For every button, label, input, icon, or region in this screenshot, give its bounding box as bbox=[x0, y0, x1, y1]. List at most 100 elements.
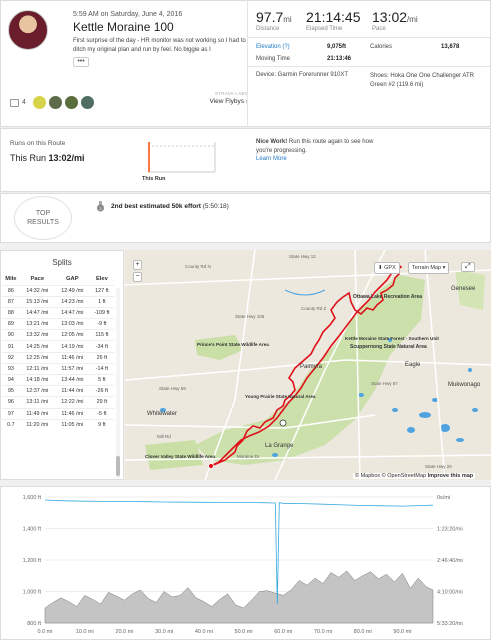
splits-title: Splits bbox=[52, 258, 72, 267]
splits-column-header: Mile bbox=[5, 276, 17, 283]
map-canvas[interactable]: Ottawa Lake Recreation Area Kettle Morai… bbox=[125, 250, 491, 480]
gpx-label: GPX bbox=[384, 265, 396, 271]
nice-work-text: Run this route again to see how you're p… bbox=[256, 139, 374, 154]
split-cell: -34 ft bbox=[89, 340, 114, 353]
map-label: Ottawa Lake Recreation Area bbox=[353, 294, 422, 300]
gpx-button[interactable]: ⬇ GPX bbox=[374, 262, 400, 274]
split-cell: 14:47 /mi bbox=[19, 306, 55, 319]
split-cell: 14:32 /mi bbox=[19, 284, 55, 297]
x-tick-label: 20.0 mi bbox=[115, 629, 133, 635]
table-row[interactable]: 93 12:11 /mi 11:57 /mi -14 ft bbox=[2, 362, 114, 375]
split-cell: 11:49 /mi bbox=[19, 407, 55, 420]
effort-label: 2nd best estimated 50k effort bbox=[111, 203, 201, 210]
chevron-right-icon: › bbox=[246, 98, 248, 105]
kudos-row[interactable]: 4 bbox=[10, 96, 94, 109]
svg-text:2: 2 bbox=[99, 206, 102, 211]
y-right-tick-label: 2:46:40/mi bbox=[437, 558, 463, 564]
avatar[interactable] bbox=[80, 96, 94, 109]
table-row[interactable]: 94 14:18 /mi 13:44 /mi 5 ft bbox=[2, 373, 114, 386]
split-cell: 127 ft bbox=[89, 284, 114, 297]
medal-icon: 2 bbox=[97, 201, 104, 212]
split-cell: 86 bbox=[2, 284, 20, 297]
attribution-text: © Mapbox © OpenStreetMap bbox=[355, 473, 428, 479]
stats-divider bbox=[248, 37, 490, 38]
elevation-area bbox=[44, 570, 434, 624]
learn-more-link[interactable]: Learn More bbox=[256, 156, 287, 162]
split-cell: -5 ft bbox=[89, 407, 114, 420]
forest-area bbox=[455, 270, 485, 310]
route-start-marker[interactable] bbox=[208, 463, 214, 469]
view-flybys-label: View Flybys bbox=[209, 98, 245, 105]
download-icon: ⬇ bbox=[378, 265, 383, 271]
scrollbar-thumb[interactable] bbox=[116, 456, 120, 476]
header-divider bbox=[247, 0, 248, 127]
table-row[interactable]: 91 14:25 /mi 14:19 /mi -34 ft bbox=[2, 340, 114, 353]
elapsed-caption: Elapsed Time bbox=[306, 26, 343, 32]
this-run-row: This Run 13:02/mi bbox=[10, 153, 85, 163]
activity-title: Kettle Moraine 100 bbox=[73, 20, 174, 34]
fullscreen-icon: ⤢ bbox=[465, 263, 471, 270]
table-row[interactable]: 96 13:11 /mi 12:22 /mi 29 ft bbox=[2, 396, 114, 409]
table-row[interactable]: 87 15:13 /mi 14:23 /mi 1 ft bbox=[2, 295, 114, 308]
athlete-avatar[interactable] bbox=[8, 10, 48, 50]
split-cell: 5 ft bbox=[89, 373, 114, 386]
distance-caption: Distance bbox=[256, 26, 280, 32]
table-row[interactable]: 86 14:32 /mi 12:49 /mi 127 ft bbox=[2, 284, 114, 297]
table-row[interactable]: 88 14:47 /mi 14:47 /mi -109 ft bbox=[2, 306, 114, 319]
table-row[interactable]: 95 12:37 /mi 11:44 /mi -26 ft bbox=[2, 385, 114, 397]
shoes-info: Shoes: Hoka One One Challenger ATR Green… bbox=[370, 73, 474, 88]
elevation-chart[interactable]: 800 ft 1,000 ft 1,200 ft 1,400 ft 1,600 ft 0s… bbox=[1, 487, 491, 640]
forest-area bbox=[195, 335, 243, 360]
zoom-out-button[interactable]: − bbox=[133, 272, 142, 282]
elevation-chart-panel: 800 ft 1,000 ft 1,200 ft 1,400 ft 1,600 ft 0s… bbox=[0, 486, 491, 640]
splits-column-header: Elev bbox=[95, 276, 108, 283]
terrain-map-select[interactable]: Terrain Map ▾ bbox=[408, 262, 450, 274]
split-cell: 13:21 /mi bbox=[19, 318, 55, 330]
avatar[interactable] bbox=[48, 96, 62, 109]
table-row[interactable]: 0.7 11:20 /mi 11:05 /mi 9 ft bbox=[2, 418, 114, 431]
road-label: State Hwy 59 bbox=[159, 386, 186, 391]
split-cell: 13:44 /mi bbox=[54, 373, 90, 386]
view-flybys-link[interactable]: View Flybys › bbox=[196, 98, 248, 105]
avatar[interactable] bbox=[64, 96, 78, 109]
fullscreen-button[interactable]: ⤢ bbox=[461, 262, 475, 272]
y-left-tick-label: 800 ft bbox=[27, 621, 41, 627]
more-button[interactable]: ••• bbox=[73, 57, 89, 67]
split-cell: 12:22 /mi bbox=[54, 396, 90, 409]
split-cell: 13:03 /mi bbox=[54, 318, 90, 330]
split-cell: 91 bbox=[2, 340, 20, 353]
route-map[interactable]: Ottawa Lake Recreation Area Kettle Morai… bbox=[125, 250, 491, 480]
table-row[interactable]: 97 11:49 /mi 11:46 /mi -5 ft bbox=[2, 407, 114, 420]
splits-scrollbar[interactable] bbox=[116, 288, 120, 478]
split-cell: 14:25 /mi bbox=[19, 340, 55, 353]
best-effort[interactable]: 2nd best estimated 50k effort (5:50:18) bbox=[111, 203, 229, 210]
split-cell: 11:05 /mi bbox=[54, 418, 90, 431]
table-row[interactable]: 89 13:21 /mi 13:03 /mi -9 ft bbox=[2, 318, 114, 330]
split-cell: 14:19 /mi bbox=[54, 340, 90, 353]
split-cell: 26 ft bbox=[89, 351, 114, 364]
split-cell: -26 ft bbox=[89, 385, 114, 397]
split-cell: 93 bbox=[2, 362, 20, 375]
top-results-badge: TOP RESULTS bbox=[14, 196, 72, 240]
zoom-in-button[interactable]: + bbox=[133, 260, 142, 270]
avatar[interactable] bbox=[32, 96, 46, 109]
split-cell: 11:57 /mi bbox=[54, 362, 90, 375]
pace-caption: Pace bbox=[372, 26, 386, 32]
pace-value: 13:02 bbox=[372, 9, 408, 25]
route-finish-marker[interactable] bbox=[279, 419, 287, 427]
improve-map-link[interactable]: Improve this map bbox=[427, 473, 474, 479]
this-run-bar-label: This Run bbox=[142, 176, 166, 182]
split-cell: 11:44 /mi bbox=[54, 385, 90, 397]
table-row[interactable]: 90 13:32 /mi 12:05 /mi 115 ft bbox=[2, 329, 114, 341]
x-tick-label: 90.0 mi bbox=[393, 629, 411, 635]
town-labels: Whitewater Palmyra La Grange Genesee Muk… bbox=[147, 286, 481, 449]
device-info: Device: Garmin Forerunner 910XT bbox=[256, 72, 349, 78]
elevation-label[interactable]: Elevation (?) bbox=[256, 44, 290, 50]
badge-line-2: RESULTS bbox=[27, 219, 59, 226]
kudos-icon[interactable] bbox=[10, 98, 19, 107]
splits-column-header: Pace bbox=[30, 276, 45, 283]
elapsed-stat: 21:14:45 Elapsed Time bbox=[306, 9, 361, 32]
road-label: County Rd N bbox=[185, 264, 211, 269]
road-label: State Hwy 106 bbox=[235, 314, 265, 319]
table-row[interactable]: 92 12:25 /mi 11:46 /mi 26 ft bbox=[2, 351, 114, 364]
